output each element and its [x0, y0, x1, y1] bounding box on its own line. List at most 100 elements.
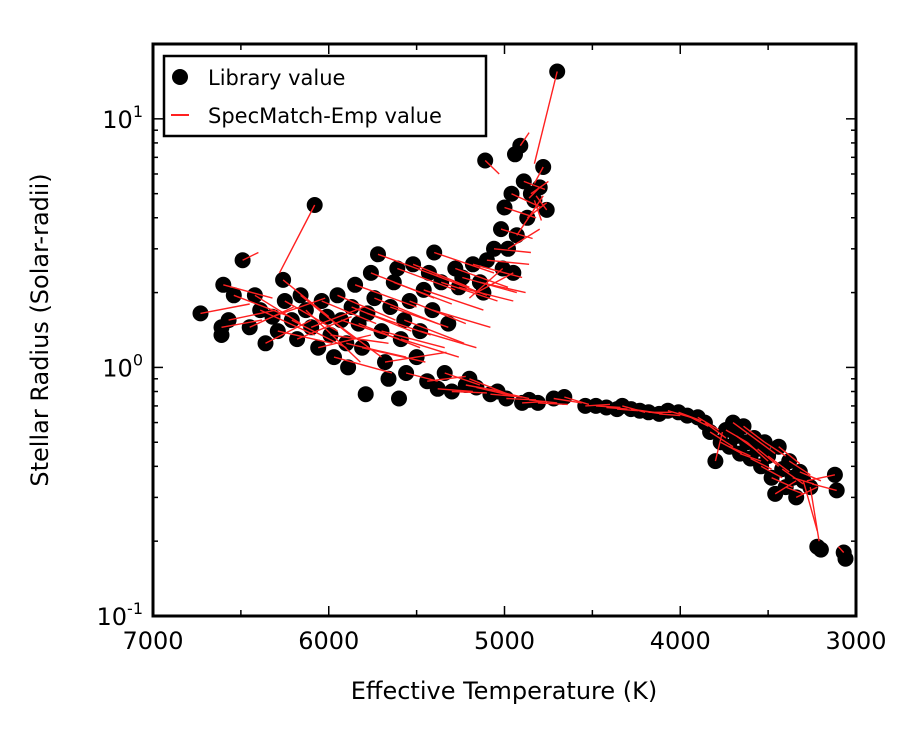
specmatch-segment: [384, 351, 447, 363]
specmatch-segment: [528, 186, 541, 199]
specmatch-segment: [493, 248, 531, 254]
specmatch-segment: [519, 132, 530, 147]
specmatch-segment: [497, 390, 530, 400]
specmatch-segment: [595, 405, 621, 409]
specmatch-segment: [200, 303, 250, 315]
specmatch-segment: [585, 403, 611, 407]
specmatch-segment: [659, 413, 681, 417]
specmatch-segment: [259, 309, 315, 336]
specmatch-segment: [697, 416, 720, 431]
specmatch-segment: [440, 281, 498, 302]
specmatch-segment: [750, 457, 772, 470]
library-point: [370, 246, 386, 263]
specmatch-segment: [351, 306, 412, 332]
specmatch-segment: [358, 322, 421, 349]
specmatch-segment: [743, 425, 766, 443]
x-axis-label: Effective Temperature (K): [351, 677, 657, 705]
specmatch-segment: [802, 480, 818, 532]
specmatch-segment: [444, 372, 481, 386]
x-tick-label: 4000: [650, 627, 711, 655]
specmatch-segment: [354, 284, 417, 308]
specmatch-segment: [337, 294, 396, 321]
specmatch-segment: [837, 546, 845, 553]
specmatch-segment: [381, 330, 445, 349]
specmatch-segment: [321, 300, 377, 325]
specmatch-segment: [272, 297, 326, 318]
specmatch-segment: [616, 408, 639, 412]
specmatch-segment: [533, 166, 544, 184]
specmatch-segment: [333, 356, 393, 374]
specmatch-segment: [451, 390, 487, 394]
legend-label-specmatch: SpecMatch-Emp value: [208, 104, 442, 128]
specmatch-segment: [254, 294, 301, 325]
specmatch-segment: [746, 441, 769, 462]
x-tick-label: 6000: [298, 627, 359, 655]
specmatch-segment: [484, 159, 500, 175]
library-point: [812, 541, 829, 558]
specmatch-segment: [423, 289, 484, 311]
specmatch-segment: [606, 406, 628, 410]
specmatch-segment: [476, 272, 514, 294]
specmatch-segment: [533, 71, 558, 164]
specmatch-segment: [811, 483, 837, 492]
library-point: [380, 370, 397, 387]
specmatch-segment: [221, 319, 263, 328]
specmatch-segment: [404, 319, 465, 344]
specmatch-segment: [249, 306, 294, 328]
specmatch-segment: [729, 446, 751, 457]
specmatch-segment: [455, 267, 509, 288]
specmatch-segment: [472, 263, 523, 279]
specmatch-segment: [732, 422, 755, 439]
x-tick-labels: 7000 6000 5000 4000 3000: [122, 627, 886, 655]
specmatch-segment: [278, 204, 316, 274]
specmatch-segment: [785, 486, 804, 495]
specmatch-segment: [709, 431, 734, 448]
specmatch-segment: [799, 471, 822, 482]
specmatch-segment: [228, 309, 277, 321]
specmatch-segment: [223, 284, 273, 299]
specmatch-segment: [330, 334, 389, 344]
library-point: [357, 386, 374, 403]
specmatch-segment: [553, 397, 582, 404]
specmatch-segment: [318, 334, 372, 349]
specmatch-segment: [432, 309, 491, 328]
specmatch-segment: [764, 441, 787, 457]
specmatch-segment: [809, 486, 820, 542]
library-point: [391, 390, 407, 407]
specmatch-segment: [564, 396, 590, 406]
library-point: [340, 359, 357, 376]
y-tick-labels: 10-1 100 101: [97, 102, 144, 631]
specmatch-segment: [529, 399, 558, 404]
specmatch-segment: [427, 375, 466, 382]
specmatch-segment: [361, 347, 426, 363]
specmatch-segment: [757, 448, 780, 467]
specmatch-segment: [437, 388, 473, 393]
specmatch-segment: [714, 431, 724, 462]
specmatch-segment: [419, 330, 477, 349]
specmatch-segment: [504, 206, 537, 219]
specmatch-segment: [788, 460, 811, 476]
specmatch-segment: [468, 267, 504, 299]
specmatch-segment: [265, 319, 312, 344]
specmatch-segment: [282, 279, 330, 318]
library-point: [440, 315, 457, 332]
x-tick-label: 5000: [474, 627, 535, 655]
specmatch-segment: [739, 452, 762, 462]
specmatch-segment: [760, 465, 783, 479]
library-point: [486, 240, 502, 257]
y-tick-label: 100: [102, 350, 143, 382]
specmatch-segment: [767, 455, 790, 473]
specmatch-segment: [397, 267, 456, 291]
specmatch-segment: [310, 306, 365, 328]
specmatch-segment: [806, 474, 836, 482]
specmatch-segment: [533, 200, 543, 221]
specmatch-segment: [535, 195, 548, 211]
library-point: [837, 550, 854, 567]
specmatch-segment: [393, 281, 453, 305]
legend: Library value SpecMatch-Emp value: [162, 54, 488, 138]
specmatch-segment: [490, 393, 523, 398]
specmatch-segment: [277, 330, 333, 344]
specmatch-segment: [390, 306, 449, 328]
y-tick-label: 10-1: [97, 599, 144, 631]
specmatch-segments: [200, 71, 845, 553]
